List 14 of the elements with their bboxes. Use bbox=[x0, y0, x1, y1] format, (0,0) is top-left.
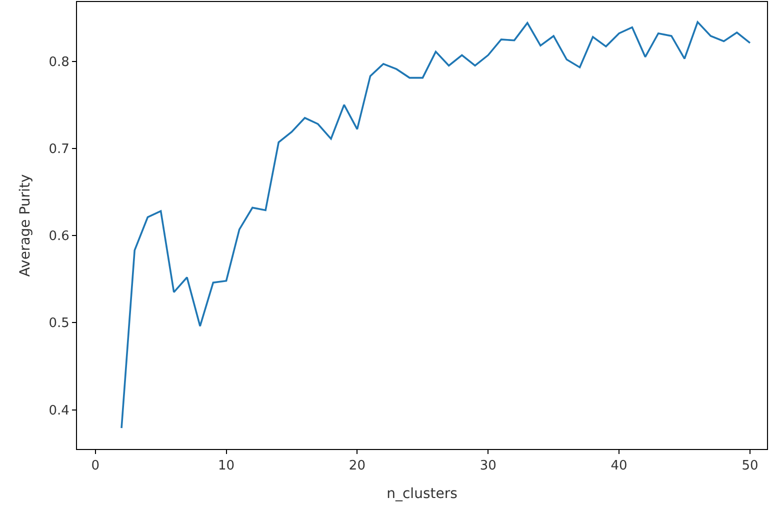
y-tick-label: 0.6 bbox=[48, 229, 70, 244]
x-tick-label: 20 bbox=[348, 458, 366, 474]
x-tick-label: 50 bbox=[742, 458, 758, 474]
y-axis-title: Average Purity bbox=[17, 174, 34, 277]
y-tick-label: 0.5 bbox=[48, 316, 70, 332]
y-tick-label: 0.4 bbox=[48, 403, 70, 418]
line-series bbox=[120, 21, 751, 429]
x-tick-label: 0 bbox=[91, 458, 100, 474]
x-tick-label: 30 bbox=[480, 458, 496, 474]
y-tick-label: 0.7 bbox=[48, 142, 70, 157]
x-tick-label: 10 bbox=[218, 458, 235, 474]
x-tick-label: 40 bbox=[610, 458, 628, 474]
y-tick-label: 0.8 bbox=[48, 54, 70, 70]
x-axis-title: n_clusters bbox=[386, 486, 458, 502]
